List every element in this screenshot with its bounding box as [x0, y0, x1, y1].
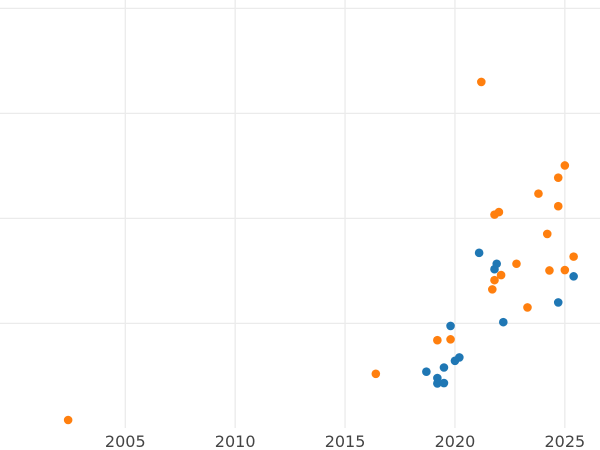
blue-data-point [553, 298, 563, 307]
orange-data-point [560, 265, 570, 275]
orange-data-point [523, 303, 532, 312]
orange-data-point [446, 335, 455, 344]
orange-data-point [488, 285, 497, 294]
x-axis-tick-labels: 2005 2010 2015 2020 2025 [105, 432, 585, 450]
blue-data-point [569, 272, 578, 281]
blue-data-point [446, 321, 455, 331]
x-tick-label: 2025 [544, 432, 585, 450]
blue-data-point [455, 353, 464, 362]
data-points [63, 77, 578, 425]
orange-data-point [477, 77, 486, 87]
blue-data-point [439, 363, 449, 372]
orange-data-point [371, 369, 381, 379]
blue-data-point [422, 367, 431, 377]
orange-data-point [553, 201, 563, 211]
orange-data-point [63, 415, 73, 425]
orange-data-point [545, 266, 554, 275]
x-tick-label: 2005 [105, 432, 146, 450]
x-tick-label: 2020 [435, 432, 476, 450]
orange-data-point [494, 207, 504, 217]
x-tick-label: 2010 [215, 432, 256, 450]
x-tick-label: 2015 [325, 432, 366, 450]
blue-data-point [492, 259, 502, 269]
orange-data-point [553, 173, 563, 182]
blue-data-point [439, 378, 449, 388]
orange-data-point [542, 229, 552, 239]
orange-data-point [433, 335, 442, 345]
blue-data-point [433, 379, 442, 388]
orange-data-point [534, 189, 543, 198]
orange-data-point [496, 270, 506, 280]
blue-data-point [498, 317, 508, 327]
blue-data-point [474, 248, 484, 258]
orange-data-point [569, 252, 578, 261]
orange-data-point [490, 275, 499, 285]
orange-data-point [512, 259, 521, 269]
orange-data-point [560, 161, 570, 170]
grid [0, 0, 600, 428]
